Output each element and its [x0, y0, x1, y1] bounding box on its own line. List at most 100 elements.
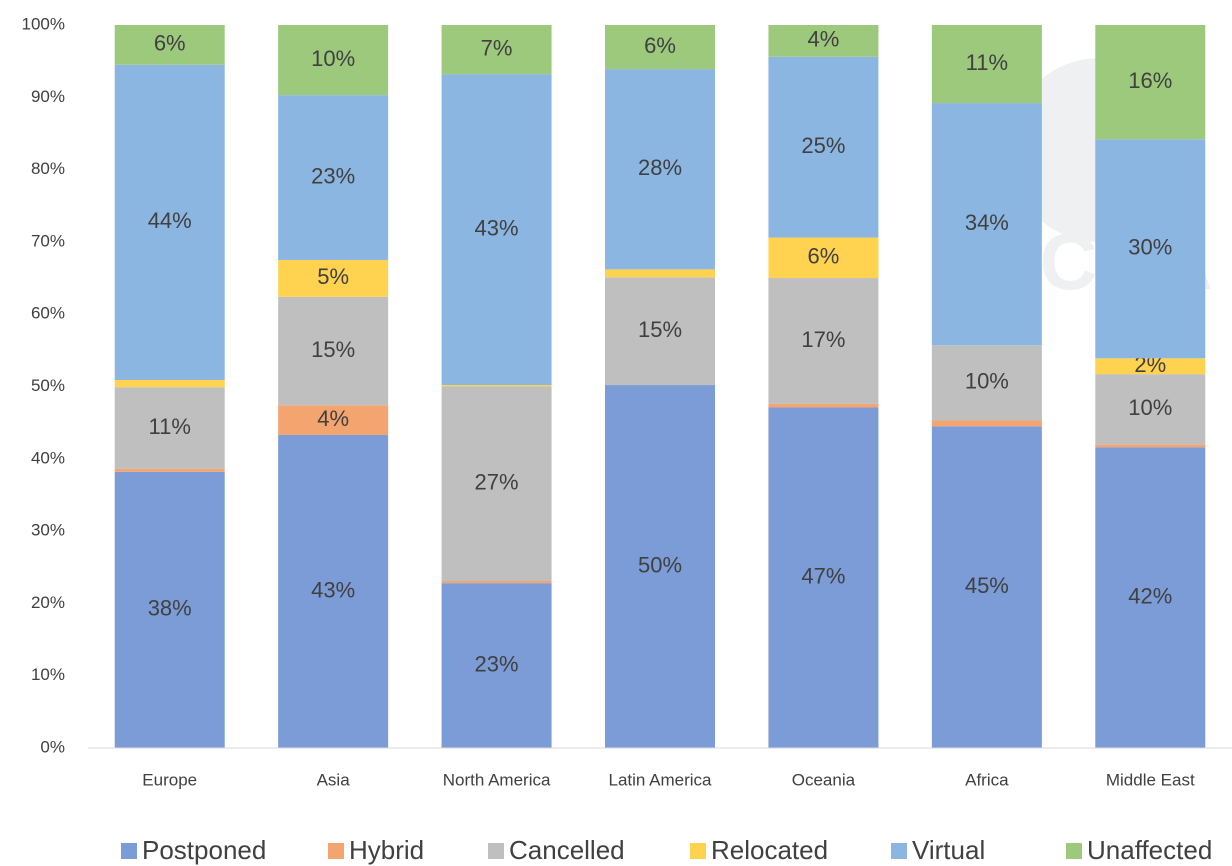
- y-tick-label: 50%: [31, 376, 65, 395]
- data-label: 34%: [965, 210, 1009, 235]
- bar-segment: [768, 403, 879, 408]
- data-label: 43%: [311, 577, 355, 602]
- bar-segment: [114, 379, 225, 388]
- data-label: 17%: [801, 327, 845, 352]
- legend-label: Unaffected: [1087, 835, 1212, 865]
- data-label: 25%: [801, 133, 845, 158]
- bar-segment: [768, 407, 879, 748]
- bar-segment: [1095, 374, 1206, 445]
- legend-label: Relocated: [711, 835, 828, 865]
- legend-swatch: [1066, 843, 1082, 859]
- bar-segment: [278, 296, 389, 406]
- legend-swatch: [488, 843, 504, 859]
- bar-segment: [278, 405, 389, 435]
- bar-segment: [605, 269, 715, 278]
- bar-segment: [114, 471, 225, 748]
- legend-label: Postponed: [142, 835, 266, 865]
- data-label: 10%: [965, 369, 1009, 394]
- bar-segment: [931, 25, 1042, 104]
- bar-segment: [1095, 358, 1206, 375]
- y-tick-label: 40%: [31, 448, 65, 467]
- legend-swatch: [690, 843, 706, 859]
- x-tick-label: North America: [443, 770, 551, 789]
- x-tick-label: Oceania: [792, 770, 856, 789]
- data-label: 5%: [317, 264, 349, 289]
- legend-label: Hybrid: [349, 835, 424, 865]
- bar-segment: [441, 25, 552, 75]
- x-tick-label: Asia: [317, 770, 351, 789]
- data-label: 50%: [638, 552, 682, 577]
- x-tick-label: Latin America: [609, 770, 713, 789]
- bar-segment: [278, 434, 389, 748]
- data-label: 43%: [475, 215, 519, 240]
- legend-label: Cancelled: [509, 835, 625, 865]
- data-label: 11%: [966, 50, 1008, 75]
- x-tick-label: Middle East: [1106, 770, 1195, 789]
- bar-segment: [1095, 447, 1206, 748]
- data-label: 23%: [475, 651, 519, 676]
- data-label: 6%: [644, 33, 676, 58]
- bar-segment: [768, 25, 879, 57]
- y-tick-label: 10%: [31, 665, 65, 684]
- data-label: 4%: [317, 406, 349, 431]
- data-label: 28%: [638, 155, 682, 180]
- data-label: 16%: [1128, 68, 1172, 93]
- bar-segment: [931, 426, 1042, 748]
- data-label: 11%: [149, 414, 191, 439]
- x-tick-label: Africa: [965, 770, 1009, 789]
- bar-segment: [114, 468, 225, 472]
- bar-segment: [114, 387, 225, 469]
- bar-segment: [278, 25, 389, 96]
- bar-segment: [441, 385, 552, 387]
- legend-swatch: [121, 843, 137, 859]
- data-label: 7%: [481, 35, 513, 60]
- data-label: 15%: [638, 317, 682, 342]
- legend-label: Virtual: [912, 835, 985, 865]
- data-label: 47%: [801, 564, 845, 589]
- y-tick-label: 60%: [31, 304, 65, 323]
- bar-segment: [441, 583, 552, 748]
- bar-segment: [931, 103, 1042, 346]
- data-label: 6%: [154, 31, 186, 56]
- y-tick-label: 20%: [31, 593, 65, 612]
- y-tick-label: 70%: [31, 231, 65, 250]
- bar-segment: [605, 69, 715, 270]
- data-label: 44%: [148, 208, 192, 233]
- bar-segment: [768, 56, 879, 238]
- x-tick-label: Europe: [142, 770, 197, 789]
- bar-segment: [441, 386, 552, 581]
- bar-segment: [931, 420, 1042, 427]
- data-label: 38%: [148, 596, 192, 621]
- y-tick-label: 90%: [31, 87, 65, 106]
- y-tick-label: 0%: [40, 737, 65, 756]
- data-label: 10%: [1128, 395, 1172, 420]
- data-label: 15%: [311, 337, 355, 362]
- data-label: 23%: [311, 163, 355, 188]
- bar-segment: [1095, 25, 1206, 140]
- bar-segment: [278, 259, 389, 297]
- data-label: 45%: [965, 573, 1009, 598]
- data-label: 27%: [475, 470, 519, 495]
- data-label: 4%: [808, 27, 840, 52]
- bar-segment: [605, 277, 715, 386]
- bar-segment: [768, 278, 879, 404]
- bar-segment: [1095, 444, 1206, 448]
- legend-swatch: [328, 843, 344, 859]
- y-tick-label: 80%: [31, 159, 65, 178]
- bar-segment: [114, 25, 225, 65]
- data-label: 30%: [1128, 235, 1172, 260]
- bar-segment: [1095, 139, 1206, 359]
- bar-segment: [278, 95, 389, 260]
- bar-segment: [605, 385, 715, 748]
- bar-segment: [605, 25, 715, 70]
- bar-segment: [441, 580, 552, 584]
- y-tick-label: 100%: [22, 14, 65, 33]
- bar-segment: [114, 64, 225, 380]
- y-tick-label: 30%: [31, 521, 65, 540]
- data-label: 10%: [311, 46, 355, 71]
- data-label: 42%: [1128, 583, 1172, 608]
- legend-swatch: [891, 843, 907, 859]
- bar-segment: [768, 237, 879, 279]
